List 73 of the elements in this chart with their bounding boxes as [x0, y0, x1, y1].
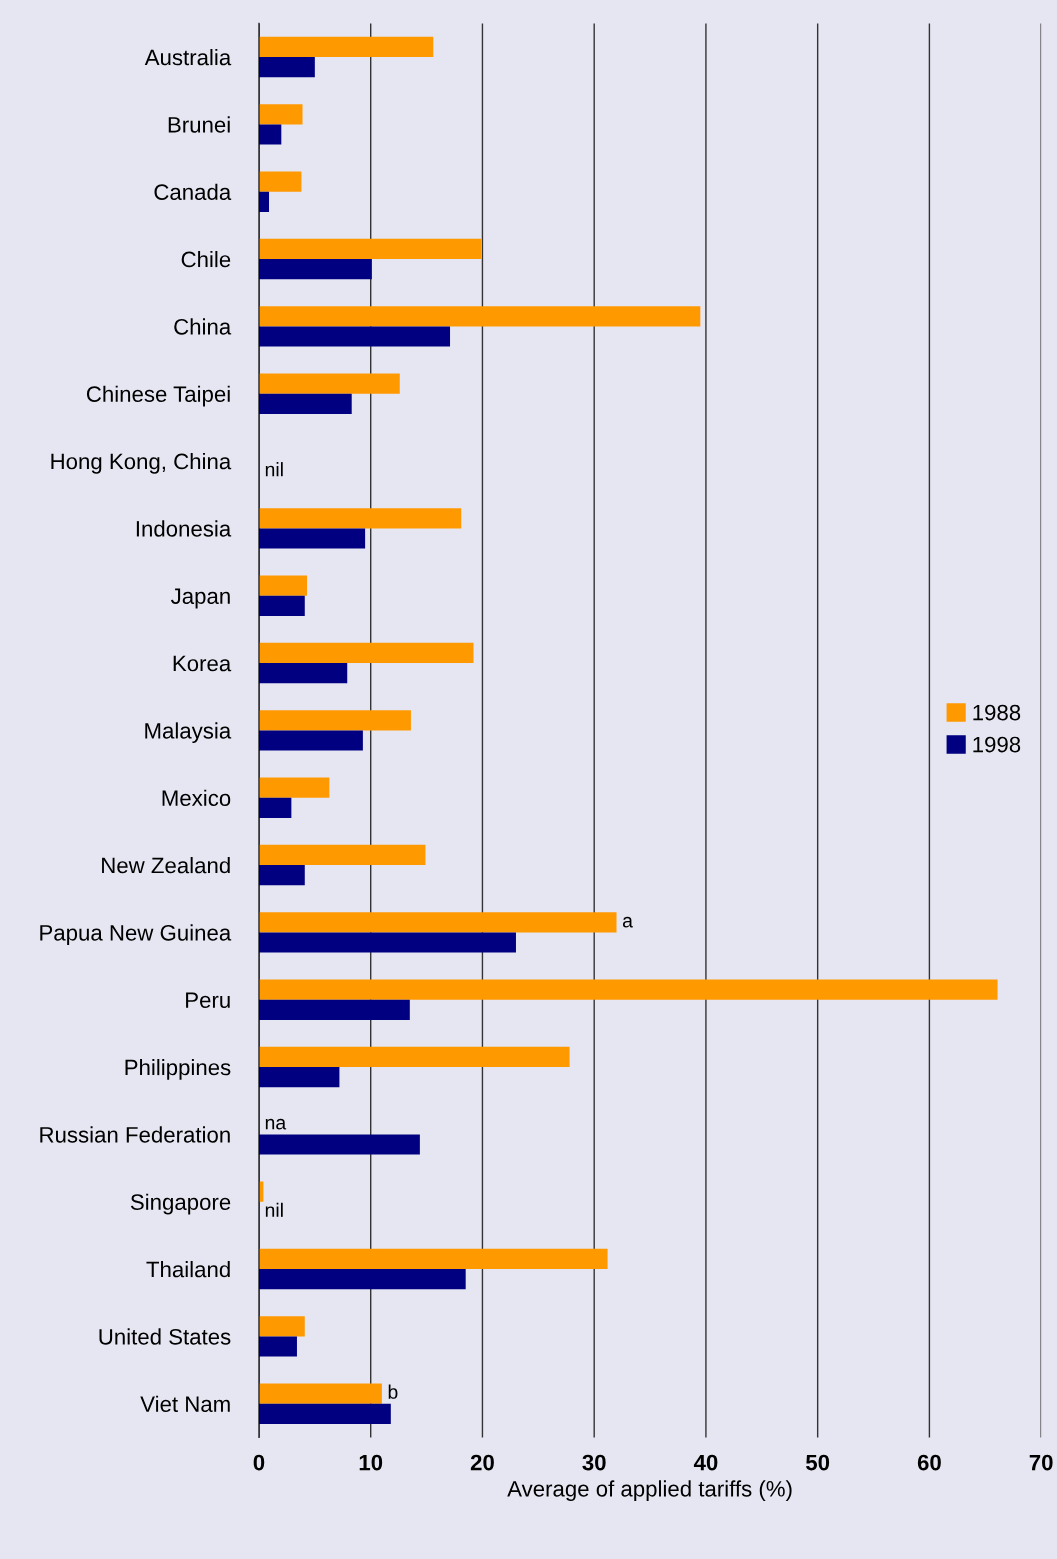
y-tick-label: Brunei	[168, 116, 230, 133]
y-tick-label: Singapore	[130, 1193, 231, 1215]
y-tick-label: Philippines	[125, 1059, 231, 1080]
data-label: nil	[265, 1202, 283, 1217]
x-tick-label: 10	[359, 1454, 383, 1471]
bar	[258, 36, 434, 58]
text: na	[265, 1118, 287, 1130]
y-tick-label: Korea	[173, 655, 232, 672]
bar	[258, 259, 372, 280]
bar	[258, 1316, 305, 1337]
y-tick-label: Russian Federation	[40, 1126, 230, 1143]
bar	[258, 865, 305, 886]
x-tick-label: 0	[253, 1454, 265, 1471]
legend-label: 1988	[973, 704, 1021, 721]
bar	[258, 595, 305, 616]
y-tick-label: Papua New Guinea	[40, 924, 232, 946]
bar	[258, 1046, 570, 1068]
bar	[258, 663, 348, 684]
bar	[258, 912, 617, 933]
x-tick-label: 70	[1029, 1454, 1053, 1471]
bar	[258, 104, 303, 125]
bar	[258, 1383, 382, 1404]
y-tick-label: Viet Nam	[140, 1395, 230, 1412]
y-tick-label: Australia	[144, 49, 232, 66]
y-tick-label: Chinese Taipei	[86, 385, 230, 407]
bar	[258, 777, 330, 798]
bar	[258, 238, 482, 260]
bar	[258, 1336, 297, 1357]
legend-label: 1998	[973, 736, 1021, 753]
bar	[258, 393, 352, 414]
bar	[258, 710, 411, 731]
data-label: b	[388, 1384, 398, 1399]
y-tick-label: New Zealand	[102, 857, 230, 874]
x-tick-label: 40	[693, 1454, 718, 1471]
bar	[258, 932, 516, 953]
bar	[258, 797, 292, 818]
y-tick-label: Japan	[170, 588, 230, 609]
bar	[258, 124, 282, 145]
bar	[258, 1067, 340, 1088]
bar	[258, 528, 366, 549]
bar	[258, 171, 302, 192]
x-tick-label: 30	[582, 1454, 606, 1471]
data-label: a	[622, 916, 633, 928]
y-tick-label: Peru	[186, 992, 230, 1008]
bar	[258, 306, 701, 327]
y-tick-label: Mexico	[162, 789, 231, 806]
y-tick-label: Chile	[181, 251, 231, 268]
y-tick-label: Canada	[154, 183, 232, 200]
y-tick-label: Thailand	[146, 1261, 230, 1278]
bar	[258, 57, 315, 78]
bar	[258, 642, 474, 664]
bar	[258, 575, 308, 596]
bar	[258, 999, 410, 1020]
bar	[258, 979, 998, 1000]
bar	[258, 1248, 608, 1270]
y-tick-label: Malaysia	[145, 722, 232, 744]
bar	[258, 1403, 391, 1424]
bar	[258, 326, 451, 347]
y-tick-label: Hong Kong, China	[51, 453, 232, 474]
bar	[258, 1134, 420, 1155]
y-tick-label: China	[174, 318, 232, 335]
data-label: nil	[265, 462, 283, 477]
y-tick-label: United States	[99, 1328, 231, 1345]
x-tick-label: 60	[917, 1454, 941, 1471]
bar	[258, 844, 426, 866]
x-axis-title: Average of applied tariffs (%)	[507, 1480, 792, 1502]
y-tick-label: Indonesia	[136, 520, 232, 537]
x-tick-label: 20	[470, 1454, 494, 1471]
x-tick-label: 50	[805, 1454, 830, 1471]
bar	[258, 373, 400, 394]
bar	[258, 508, 462, 529]
bar	[258, 1269, 466, 1290]
bar	[258, 730, 363, 751]
